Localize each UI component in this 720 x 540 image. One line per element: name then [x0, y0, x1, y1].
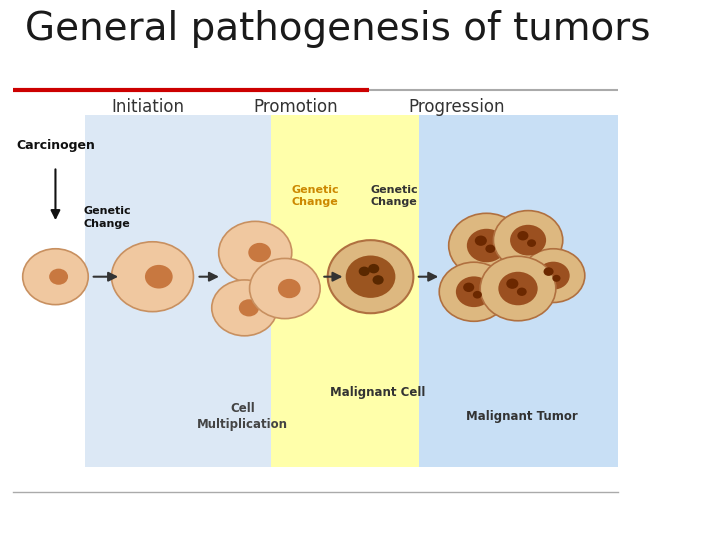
Circle shape	[359, 267, 370, 276]
Circle shape	[463, 282, 474, 292]
FancyBboxPatch shape	[419, 116, 618, 468]
Circle shape	[145, 265, 173, 288]
Circle shape	[485, 245, 495, 253]
Circle shape	[328, 240, 413, 313]
Circle shape	[474, 235, 487, 246]
Text: Initiation: Initiation	[112, 98, 184, 117]
Circle shape	[112, 242, 194, 312]
Circle shape	[544, 267, 554, 276]
Text: Genetic
Change: Genetic Change	[84, 206, 131, 229]
Circle shape	[250, 259, 320, 319]
Text: Carcinogen: Carcinogen	[16, 139, 95, 152]
Circle shape	[498, 272, 538, 305]
Text: Malignant Tumor: Malignant Tumor	[466, 410, 577, 423]
Circle shape	[449, 213, 524, 278]
Circle shape	[439, 262, 508, 321]
FancyBboxPatch shape	[85, 116, 271, 468]
Circle shape	[372, 275, 384, 285]
Circle shape	[552, 275, 561, 282]
Circle shape	[219, 221, 292, 284]
Circle shape	[23, 249, 89, 305]
Circle shape	[522, 249, 585, 302]
Circle shape	[493, 211, 563, 269]
Text: Genetic
Change: Genetic Change	[292, 185, 339, 207]
Circle shape	[518, 231, 528, 240]
Text: Promotion: Promotion	[254, 98, 338, 117]
Text: General pathogenesis of tumors: General pathogenesis of tumors	[25, 10, 651, 49]
Circle shape	[473, 291, 482, 299]
Circle shape	[537, 262, 570, 289]
Circle shape	[456, 276, 492, 307]
Circle shape	[368, 264, 379, 273]
FancyBboxPatch shape	[271, 116, 419, 468]
Text: Malignant Cell: Malignant Cell	[330, 386, 426, 399]
Circle shape	[212, 280, 277, 336]
Circle shape	[278, 279, 300, 298]
Circle shape	[517, 288, 527, 296]
Circle shape	[467, 229, 506, 262]
Text: Genetic
Change: Genetic Change	[370, 185, 418, 207]
Circle shape	[49, 268, 68, 285]
Circle shape	[506, 279, 518, 289]
Circle shape	[480, 256, 556, 321]
Circle shape	[510, 225, 546, 255]
Circle shape	[527, 239, 536, 247]
Circle shape	[239, 299, 259, 316]
Circle shape	[248, 243, 271, 262]
Circle shape	[346, 255, 395, 298]
Text: Progression: Progression	[409, 98, 505, 117]
Text: Cell
Multiplication: Cell Multiplication	[197, 402, 288, 431]
